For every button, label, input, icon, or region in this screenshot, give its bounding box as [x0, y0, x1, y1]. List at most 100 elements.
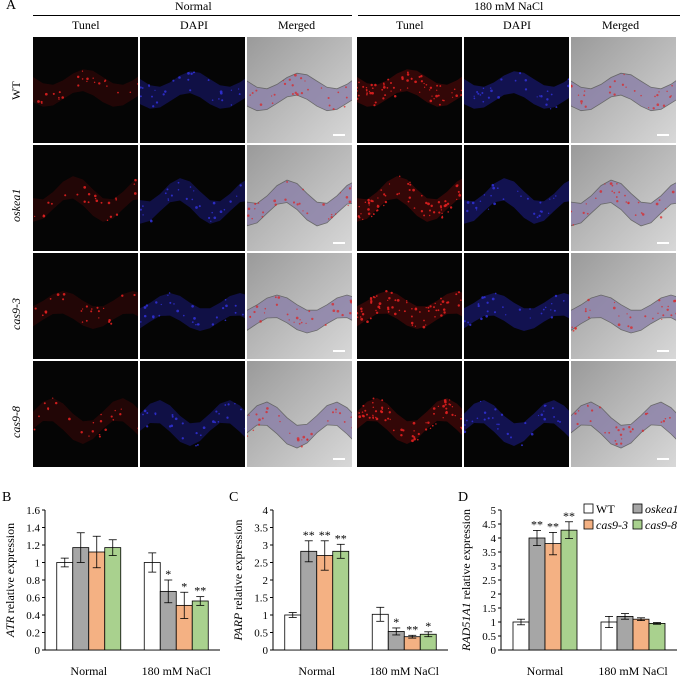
bar-oskea1-0 — [300, 550, 318, 651]
micrograph-merged-nacl-WT — [571, 37, 676, 143]
legend-label-cas9_3: cas9-3 — [596, 518, 628, 532]
rad51a1-expression-chart: 0 0.5 1 1.5 2 2.5 3 3.5 4 4.5 5 RAD51A1 relative ex… — [459, 502, 678, 678]
y-tick-label: 2 — [491, 589, 497, 601]
bar-cas9-8-0 — [104, 547, 122, 651]
micrograph-tunel-nacl-cas9-8 — [357, 361, 462, 467]
micrograph-tunel-normal-WT — [33, 37, 138, 143]
legend-label-cas9_8: cas9-8 — [645, 518, 677, 532]
row-label-cas9-8: cas9-8 — [9, 406, 23, 438]
bar-cas9-3-1 — [632, 618, 650, 651]
col-label-merged-nacl: Merged — [602, 18, 640, 32]
y-tick-label: 1.2 — [26, 540, 40, 552]
y-tick-label: 0.6 — [26, 593, 40, 605]
significance-mark: ** — [335, 531, 347, 545]
category-label: 180 mM NaCl — [598, 664, 668, 678]
micrograph-tunel-nacl-cas9-3 — [357, 253, 462, 359]
micrograph-merged-normal-cas9-8 — [247, 361, 352, 467]
bar-cas9-8-1 — [648, 623, 666, 651]
category-label: 180 mM NaCl — [370, 664, 440, 678]
significance-mark: ** — [319, 528, 331, 542]
y-tick-label: 2.5 — [254, 558, 268, 570]
legend-label-oskea1: oskea1 — [645, 502, 678, 516]
micrograph-dapi-nacl-cas9-3 — [464, 253, 569, 359]
micrograph-dapi-normal-cas9-8 — [140, 361, 245, 467]
legend-swatch-cas9_3 — [583, 519, 594, 530]
y-tick-label: 0.5 — [254, 628, 268, 640]
bar-oskea1-0 — [528, 537, 546, 651]
col-label-tunel: Tunel — [72, 18, 100, 32]
y-tick-label: 1 — [35, 558, 41, 570]
bar-cas9-8-1 — [191, 600, 209, 651]
y-tick-label: 3.5 — [482, 547, 496, 559]
y-tick-label: 2 — [263, 575, 269, 587]
significance-mark: ** — [194, 584, 206, 598]
significance-mark: ** — [531, 517, 543, 531]
micrograph-merged-nacl-cas9-8 — [571, 361, 676, 467]
y-axis-label: PARP relative expression — [231, 519, 245, 641]
y-tick-label: 0.4 — [26, 610, 40, 622]
legend-label-WT: WT — [596, 502, 615, 516]
parp-expression-chart: 0 0.5 1 1.5 2 2.5 3 3.5 4 PARP relative expressio… — [231, 505, 448, 678]
significance-mark: * — [181, 579, 187, 593]
y-tick-label: 0.8 — [26, 575, 40, 587]
y-tick-label: 1.6 — [26, 505, 40, 517]
y-tick-label: 1.5 — [482, 603, 496, 615]
micrograph-merged-normal-WT — [247, 37, 352, 143]
y-tick-label: 4 — [491, 533, 497, 545]
y-tick-label: 3.5 — [254, 523, 268, 535]
micrograph-tunel-nacl-WT — [357, 37, 462, 143]
bar-cas9-3-0 — [544, 543, 562, 651]
y-tick-label: 1.4 — [26, 523, 40, 535]
group-header-nacl: 180 mM NaCl — [474, 0, 544, 13]
bar-WT-0 — [284, 614, 302, 651]
significance-mark: * — [393, 615, 399, 629]
category-label: Normal — [70, 664, 107, 678]
y-axis-label: ATR relative expression — [3, 523, 17, 638]
bar-WT-1 — [143, 562, 161, 651]
bar-oskea1-1 — [616, 616, 634, 651]
y-tick-label: 1 — [491, 617, 497, 629]
y-tick-label: 0.2 — [26, 628, 40, 640]
y-axis-label: RAD51A1 relative expression — [459, 509, 473, 652]
y-tick-label: 3 — [491, 561, 497, 573]
bar-WT-0 — [56, 562, 74, 651]
legend-swatch-cas9_8 — [632, 519, 643, 530]
significance-mark: ** — [563, 509, 575, 523]
col-label-dapi-nacl: DAPI — [503, 18, 532, 32]
micrograph-dapi-nacl-cas9-8 — [464, 361, 569, 467]
micrograph-merged-normal-cas9-3 — [247, 253, 352, 359]
bar-cas9-8-0 — [560, 529, 578, 651]
y-tick-label: 0 — [263, 645, 269, 657]
y-tick-label: 5 — [491, 505, 497, 517]
micrograph-dapi-nacl-oskea1 — [464, 145, 569, 251]
category-label: Normal — [298, 664, 335, 678]
col-label-dapi: DAPI — [180, 18, 209, 32]
micrograph-tunel-normal-cas9-8 — [33, 361, 138, 467]
y-tick-label: 0 — [491, 645, 497, 657]
row-label-wt: WT — [9, 81, 23, 100]
significance-mark: ** — [406, 622, 418, 636]
y-tick-label: 4 — [263, 505, 269, 517]
micrograph-merged-nacl-cas9-3 — [571, 253, 676, 359]
micrograph-dapi-normal-WT — [140, 37, 245, 143]
header-line-nacl — [358, 15, 680, 16]
significance-mark: ** — [547, 519, 559, 533]
y-tick-label: 1 — [263, 610, 269, 622]
significance-mark: * — [165, 567, 171, 581]
y-tick-label: 4.5 — [482, 519, 496, 531]
y-tick-label: 0 — [35, 645, 41, 657]
significance-mark: ** — [303, 528, 315, 542]
row-label-oskea1: oskea1 — [9, 188, 23, 222]
legend-swatch-WT — [583, 503, 594, 514]
y-tick-label: 1.5 — [254, 593, 268, 605]
header-line-normal — [33, 15, 352, 16]
group-header-normal: Normal — [175, 0, 212, 13]
micrograph-merged-nacl-oskea1 — [571, 145, 676, 251]
category-label: Normal — [527, 664, 564, 678]
micrograph-merged-normal-oskea1 — [247, 145, 352, 251]
micrograph-dapi-normal-cas9-3 — [140, 253, 245, 359]
micrograph-tunel-normal-oskea1 — [33, 145, 138, 251]
col-label-merged: Merged — [278, 18, 316, 32]
atr-expression-chart: 0 0.2 0.4 0.6 0.8 1 1.2 1.4 1.6 ATR relative expr… — [3, 505, 220, 678]
